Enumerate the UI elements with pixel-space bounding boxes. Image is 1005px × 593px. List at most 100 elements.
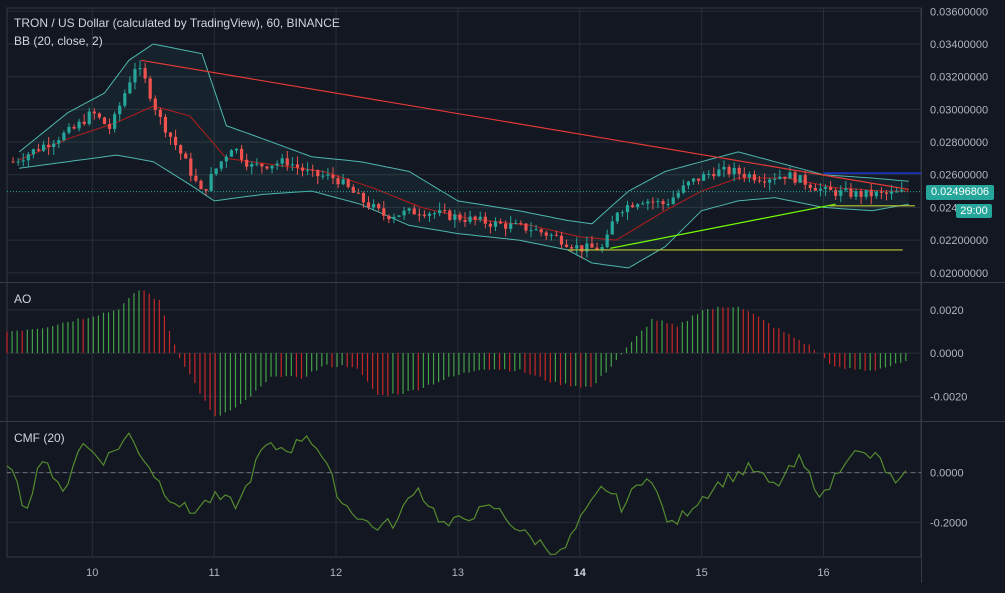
candle-body <box>661 201 665 205</box>
cmf-axis-label: -0.2000 <box>930 517 967 529</box>
candle-body <box>326 174 330 176</box>
candle-body <box>808 184 812 188</box>
candle-body <box>346 179 350 187</box>
candle-body <box>605 234 609 248</box>
candle-body <box>448 210 452 220</box>
candle-body <box>321 175 325 177</box>
candle-body <box>514 223 518 225</box>
candle-body <box>585 243 589 252</box>
candle-body <box>712 173 716 177</box>
candle-body <box>519 223 523 225</box>
candle-body <box>438 210 442 214</box>
candle-body <box>468 216 472 222</box>
candle-body <box>473 216 477 220</box>
candle-body <box>686 181 691 186</box>
candle-body <box>209 173 213 191</box>
chart-title: TRON / US Dollar (calculated by TradingV… <box>14 16 340 30</box>
candle-body <box>219 161 223 169</box>
candle-body <box>402 210 406 216</box>
candle-body <box>158 109 162 117</box>
candle-body <box>813 187 817 191</box>
candle-body <box>768 179 772 183</box>
candle-body <box>102 117 107 125</box>
candle-body <box>168 132 173 137</box>
candle-body <box>392 216 396 220</box>
candle-body <box>727 166 731 175</box>
bollinger-lower-band <box>19 154 909 269</box>
candle-body <box>534 229 538 231</box>
price-axis-label: 0.02800000 <box>930 137 988 149</box>
candle-body <box>702 174 706 181</box>
candle-body <box>849 188 853 197</box>
candle-body <box>554 234 559 236</box>
price-axis-label: 0.03200000 <box>930 72 988 84</box>
bar-countdown-tag: 29:00 <box>956 204 992 218</box>
trendline-red <box>140 59 909 191</box>
candle-body <box>443 210 447 212</box>
candle-body <box>143 68 147 79</box>
candle-body <box>128 82 132 94</box>
x-axis-tick-label: 15 <box>696 567 708 579</box>
candle-body <box>610 221 614 235</box>
candle-body <box>92 111 96 114</box>
candle-body <box>752 174 757 181</box>
candle-body <box>900 189 904 192</box>
candle-body <box>630 205 635 208</box>
candle-body <box>351 186 355 193</box>
candle-body <box>895 191 899 193</box>
cmf-line <box>6 432 907 556</box>
bb-indicator-label[interactable]: BB (20, close, 2) <box>14 34 103 48</box>
candle-body <box>757 180 762 182</box>
candle-body <box>107 124 112 129</box>
candle-body <box>407 208 411 211</box>
candle-body <box>676 192 680 198</box>
candle-body <box>204 189 208 191</box>
candle-body <box>544 232 548 236</box>
candle-body <box>691 178 696 182</box>
candle-body <box>97 113 102 118</box>
candle-body <box>57 140 61 144</box>
candle-body <box>869 189 873 197</box>
ao-indicator-label[interactable]: AO <box>14 292 32 306</box>
cmf-axis-label: 0.0000 <box>930 468 964 480</box>
cmf-indicator-label[interactable]: CMF (20) <box>14 431 65 445</box>
candle-body <box>245 159 249 167</box>
candle-body <box>884 192 889 194</box>
candle-body <box>234 148 239 151</box>
candle-body <box>646 201 650 204</box>
candle-body <box>666 203 670 205</box>
candle-body <box>656 201 660 203</box>
candle-body <box>26 154 30 161</box>
candle-body <box>742 173 746 178</box>
candle-body <box>788 172 792 179</box>
candle-body <box>488 223 493 227</box>
candle-body <box>306 169 310 171</box>
candle-body <box>580 245 584 252</box>
candle-body <box>316 170 320 177</box>
candle-body <box>356 192 360 194</box>
candle-body <box>529 230 533 232</box>
candle-body <box>77 121 81 129</box>
candle-body <box>889 191 894 194</box>
candle-body <box>72 126 76 129</box>
candle-body <box>275 163 279 166</box>
x-axis-tick-label: 13 <box>452 567 464 579</box>
candle-body <box>372 204 376 208</box>
candle-body <box>539 229 543 233</box>
x-axis-tick-label: 10 <box>86 567 98 579</box>
candle-body <box>559 235 564 245</box>
candle-body <box>859 191 863 197</box>
candle-body <box>625 205 630 213</box>
candle-body <box>600 247 604 251</box>
candle-body <box>879 191 883 193</box>
candle-body <box>823 186 828 189</box>
candle-body <box>133 69 137 83</box>
candle-body <box>747 174 751 178</box>
trendline-green <box>610 203 836 249</box>
candle-body <box>778 176 782 179</box>
candle-body <box>493 221 498 227</box>
candle-body <box>829 186 833 191</box>
candle-body <box>783 176 787 179</box>
